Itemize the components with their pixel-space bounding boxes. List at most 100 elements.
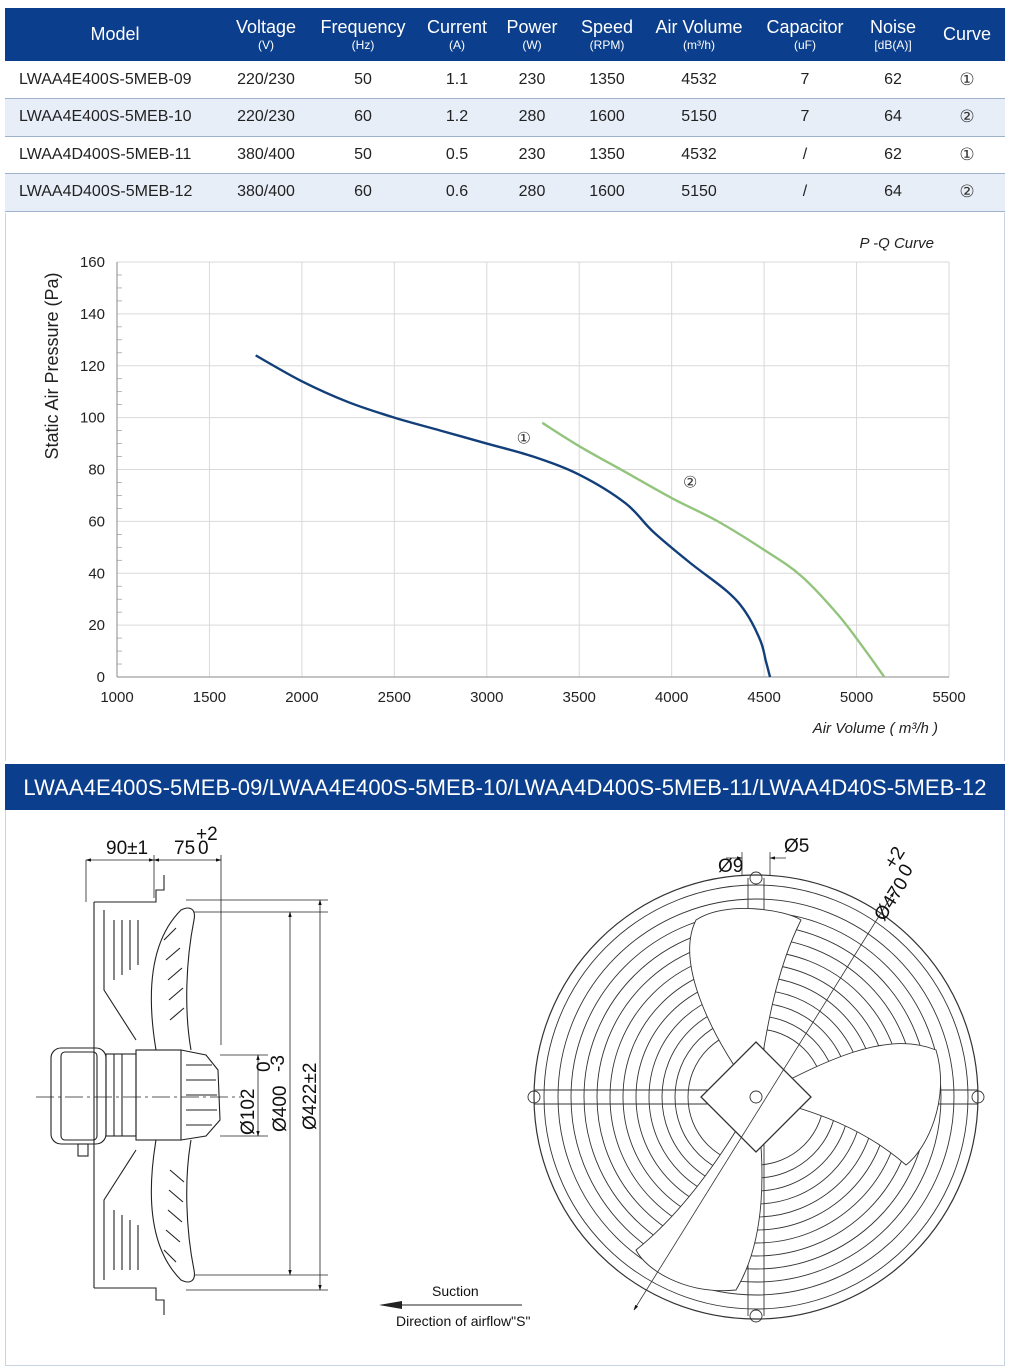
x-tick-label: 4500 (747, 689, 780, 706)
table-cell: 1.1 (419, 61, 495, 99)
x-tick-label: 5000 (840, 689, 873, 706)
table-row: LWAA4D400S-5MEB-11 380/400 50 0.5 230 1350 453… (5, 136, 1005, 174)
x-tick-label: 1500 (193, 689, 226, 706)
table-cell: 220/230 (225, 61, 307, 99)
column-header: Capacitor (uF) (753, 8, 857, 61)
curve-cell: ② (929, 98, 1005, 137)
column-header: Air Volume (m³/h) (645, 8, 753, 61)
dim-75: 75 (174, 838, 195, 859)
table-cell: 60 (307, 98, 419, 137)
table-cell: 4532 (645, 61, 753, 99)
dim-102: Ø102 (238, 1089, 259, 1135)
y-tick-label: 160 (80, 254, 105, 271)
model-cell: LWAA4E400S-5MEB-10 (5, 98, 225, 137)
column-header: Curve (929, 8, 1005, 61)
table-cell: 64 (857, 173, 929, 212)
side-view-dimensions: 90±1 75 +2 0 Ø102 Ø400 0 -3 Ø422±2 (106, 824, 321, 1135)
table-cell: 1350 (569, 61, 645, 99)
table-cell: 230 (495, 136, 569, 174)
column-header: Speed (RPM) (569, 8, 645, 61)
table-cell: 60 (307, 173, 419, 212)
column-header: Frequency (Hz) (307, 8, 419, 61)
y-tick-label: 100 (80, 410, 105, 427)
table-cell: 64 (857, 98, 929, 137)
y-tick-label: 140 (80, 306, 105, 323)
column-header: Model (5, 8, 225, 61)
dim-400-tol-lower: -3 (268, 1055, 289, 1072)
airflow-indicator: Suction Direction of airflow"S" (379, 1283, 530, 1329)
dim-400: Ø400 (270, 1086, 291, 1132)
y-tick-label: 120 (80, 358, 105, 375)
x-axis-label: Air Volume ( m³/h ) (812, 720, 938, 737)
x-tick-label: 5500 (932, 689, 965, 706)
column-header-unit: (m³/h) (683, 37, 715, 52)
table-cell: 7 (753, 98, 857, 137)
table-cell: 62 (857, 136, 929, 174)
dim-422: Ø422±2 (300, 1063, 321, 1130)
column-header-label: Capacitor (766, 16, 844, 37)
table-row: LWAA4E400S-5MEB-10 220/230 60 1.2 280 1600 515… (5, 98, 1005, 137)
column-header-unit: (RPM) (589, 37, 625, 52)
x-tick-label: 2000 (285, 689, 318, 706)
table-cell: 0.6 (419, 173, 495, 212)
dim-75-tol-upper: +2 (196, 824, 218, 845)
column-header-label: Curve (942, 24, 991, 45)
table-cell: 50 (307, 61, 419, 99)
column-header-label: Voltage (235, 16, 297, 37)
y-axis-label: Static Air Pressure (Pa) (42, 272, 62, 459)
model-cell: LWAA4D400S-5MEB-12 (5, 173, 225, 212)
x-tick-label: 1000 (100, 689, 133, 706)
airflow-direction-label: Direction of airflow"S" (396, 1313, 530, 1329)
y-tick-label: 20 (88, 617, 105, 634)
pq-chart-svg: 0 20 40 60 80 100 120 140 160 1000 1500 2000 2500 300… (42, 235, 966, 737)
column-header-unit: (W) (522, 37, 542, 52)
column-header: Voltage (V) (225, 8, 307, 61)
dim-400-tol-upper: 0 (254, 1061, 275, 1072)
table-row: LWAA4D400S-5MEB-12 380/400 60 0.6 280 1600 515… (5, 173, 1005, 212)
dim-75-tol-lower: 0 (198, 838, 209, 859)
column-header-unit: (uF) (794, 37, 816, 52)
column-header: Noise [dB(A)] (857, 8, 929, 61)
curve-cell: ② (929, 173, 1005, 212)
column-header-label: Frequency (320, 16, 406, 37)
model-banner: LWAA4E400S-5MEB-09/LWAA4E400S-5MEB-10/LW… (5, 764, 1005, 810)
pq-chart: 0 20 40 60 80 100 120 140 160 1000 1500 2000 2500 300… (5, 213, 1005, 761)
table-cell: 5150 (645, 98, 753, 137)
dim-90: 90±1 (106, 838, 148, 859)
y-tick-label: 80 (88, 462, 105, 479)
model-cell: LWAA4D400S-5MEB-11 (5, 136, 225, 174)
column-header: Current (A) (419, 8, 495, 61)
x-tick-label: 2500 (378, 689, 411, 706)
table-cell: 5150 (645, 173, 753, 212)
table-cell: 1.2 (419, 98, 495, 137)
table-cell: 380/400 (225, 136, 307, 174)
spec-table: Model Voltage (V) Frequency (Hz) Current (A) Po… (5, 8, 1005, 212)
model-cell: LWAA4E400S-5MEB-09 (5, 61, 225, 99)
table-cell: 1350 (569, 136, 645, 174)
series-line-2 (541, 421, 886, 678)
table-cell: 280 (495, 173, 569, 212)
column-header-label: Model (90, 24, 140, 45)
table-cell: 1600 (569, 98, 645, 137)
table-cell: 220/230 (225, 98, 307, 137)
table-cell: 62 (857, 61, 929, 99)
column-header-unit: (Hz) (351, 37, 375, 52)
curve-cell: ① (929, 136, 1005, 174)
table-cell: 280 (495, 98, 569, 137)
column-header-unit: [dB(A)] (874, 37, 912, 52)
front-view (527, 852, 985, 1323)
table-cell: 4532 (645, 136, 753, 174)
chart-title: P -Q Curve (860, 235, 934, 252)
table-body: LWAA4E400S-5MEB-09 220/230 50 1.1 230 1350 453… (5, 61, 1005, 212)
x-tick-label: 3000 (470, 689, 503, 706)
table-row: LWAA4E400S-5MEB-09 220/230 50 1.1 230 1350 453… (5, 61, 1005, 99)
table-cell: / (753, 173, 857, 212)
x-tick-label: 3500 (563, 689, 596, 706)
table-cell: / (753, 136, 857, 174)
table-cell: 230 (495, 61, 569, 99)
side-view (36, 855, 328, 1315)
dim-5: Ø5 (784, 836, 809, 857)
column-header-label: Air Volume (655, 16, 743, 37)
column-header-label: Current (426, 16, 488, 37)
column-header-unit: (V) (258, 37, 274, 52)
